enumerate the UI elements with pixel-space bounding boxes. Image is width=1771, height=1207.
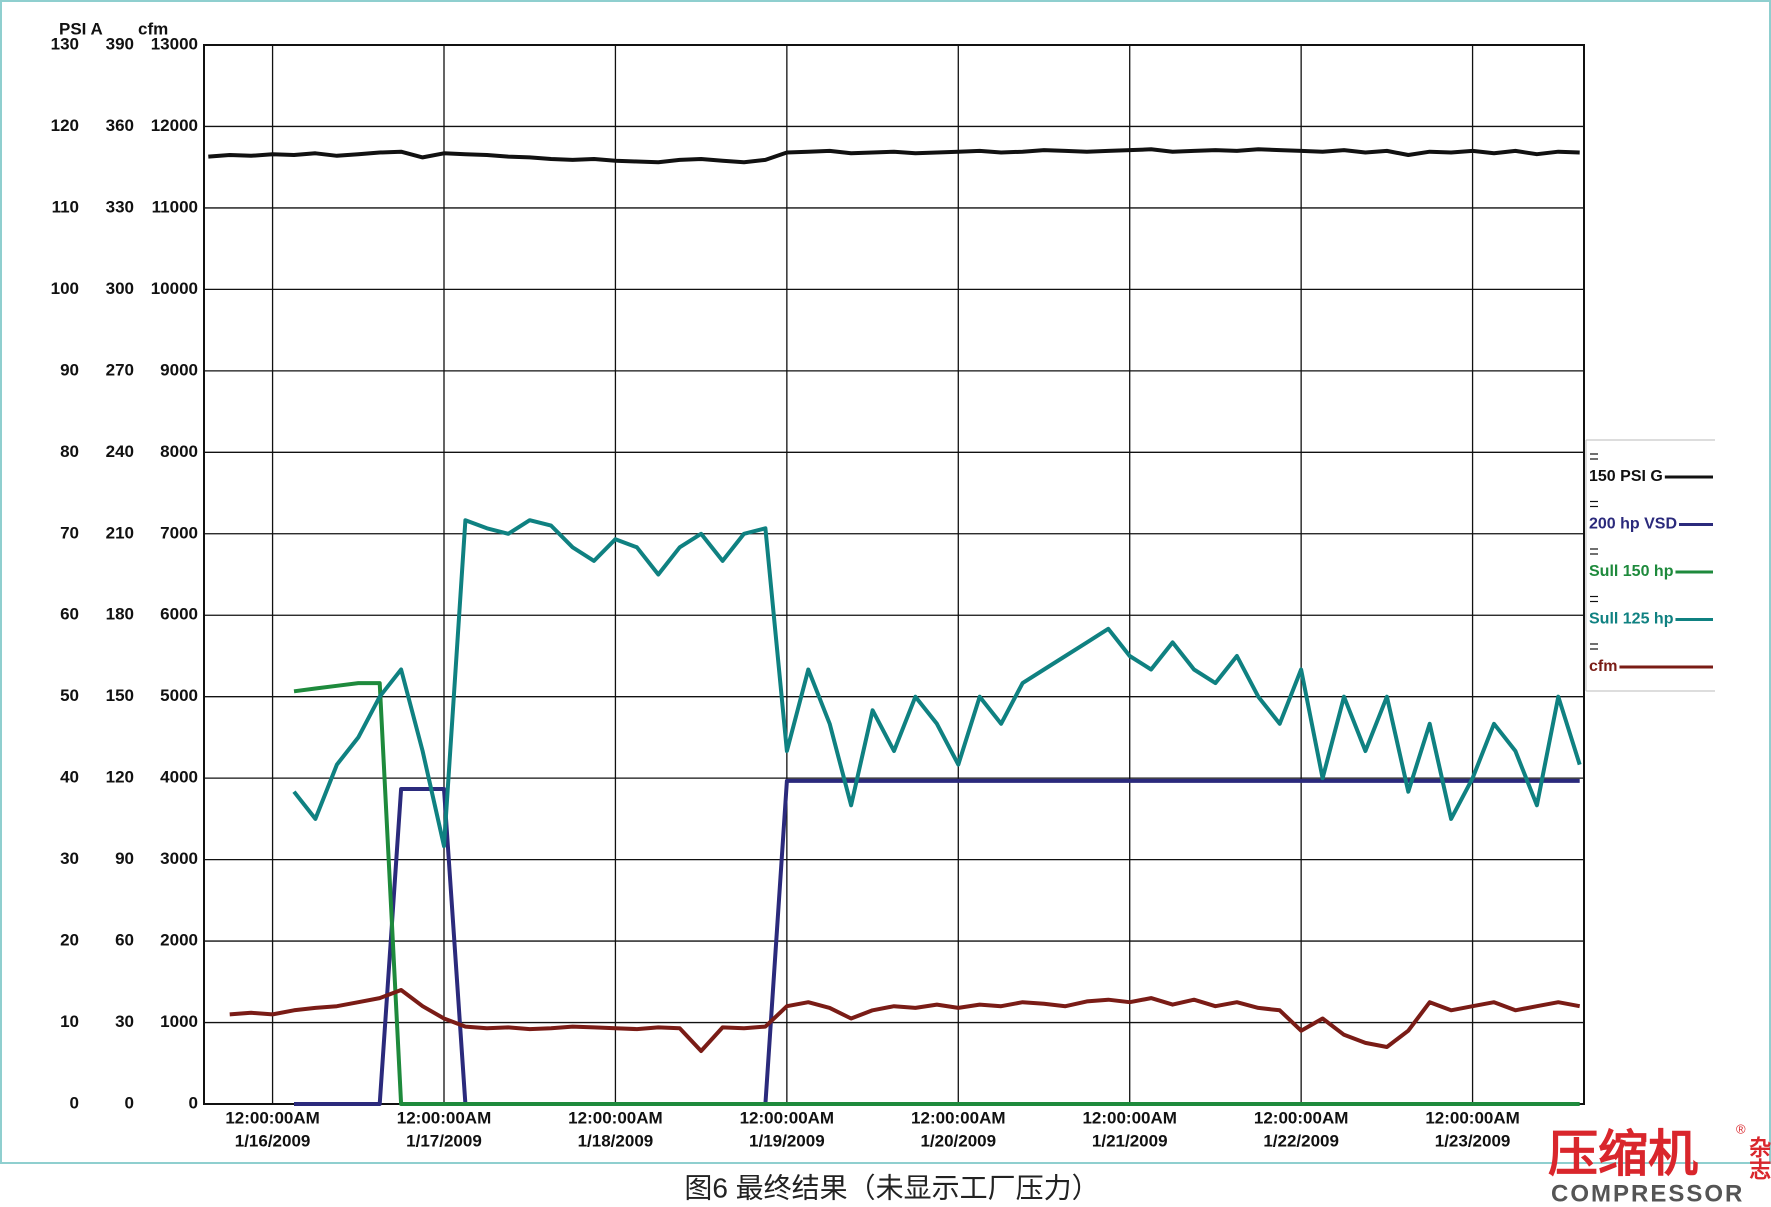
y-tick-label: 30 [115,1012,134,1031]
x-tick-label: 12:00:00AM [911,1108,1006,1127]
y-tick-label: 4000 [160,768,198,787]
y-tick-label: 12000 [151,116,198,135]
x-tick-label: 1/18/2009 [578,1131,654,1150]
series-line [293,681,1580,1106]
legend-label: Sull 150 hp [1589,563,1674,580]
y-tick-label: 11000 [152,197,198,216]
x-tick-label: 12:00:00AM [568,1108,663,1127]
x-tick-label: 12:00:00AM [740,1108,835,1127]
legend-label: 200 hp VSD [1589,516,1677,533]
x-tick-label: 1/20/2009 [920,1131,996,1150]
y-tick-label: 270 [106,360,134,379]
y-tick-label: 6000 [160,605,198,624]
x-tick-label: 12:00:00AM [397,1108,492,1127]
logo-sub: COMPRESSOR [1551,1180,1744,1207]
y-tick-label: 60 [115,931,134,950]
y-tick-label: 0 [125,1093,134,1112]
logo-mark: ® [1736,1121,1746,1136]
x-tick-label: 12:00:00AM [1254,1108,1349,1127]
caption: 图6 最终结果（未显示工厂压力） [684,1172,1099,1203]
y-tick-label: 110 [52,197,79,216]
y-tick-label: 20 [60,931,79,950]
x-tick-label: 12:00:00AM [1082,1108,1177,1127]
series-line [292,518,1582,848]
legend-label: Sull 125 hp [1589,611,1674,628]
series-line [208,147,1580,165]
y-tick-label: 180 [106,605,134,624]
y-tick-label: 13000 [151,34,198,53]
y-tick-label: 2000 [160,931,198,950]
y-tick-label: 0 [70,1093,79,1112]
y-tick-label: 330 [106,197,134,216]
y-tick-label: 240 [106,442,134,461]
x-tick-label: 12:00:00AM [1425,1108,1520,1127]
x-tick-label: 1/19/2009 [749,1131,825,1150]
series-line [229,988,1581,1053]
y-tick-label: 9000 [160,360,198,379]
plot-area: PSI A 0 10 20 30 40 50 60 70 80 90 100 110 120 130 0 30 6… [51,19,1715,1150]
x-tick-label: 1/17/2009 [406,1131,482,1150]
y-tick-label: 1000 [160,1012,198,1031]
y-tick-label: 90 [60,360,79,379]
y-tick-label: 300 [106,279,134,298]
y-tick-label: 120 [51,116,79,135]
y-tick-label: 210 [106,523,134,542]
y-tick-label: 90 [115,849,134,868]
y-tick-label: 40 [60,768,79,787]
y-tick-label: 60 [60,605,79,624]
y-tick-label: 10 [60,1012,79,1031]
legend: 150 PSI G 200 hp VSD Sull 150 hp Sull 125 h… [1585,439,1715,692]
y-tick-label: 360 [106,116,134,135]
logo-name: 压缩机 [1548,1126,1698,1182]
y-tick-label: 130 [51,34,79,53]
y-tick-label: 100 [51,279,79,298]
x-tick-label: 1/21/2009 [1092,1131,1168,1150]
x-tick-label: 1/23/2009 [1435,1131,1511,1150]
y-tick-label: 10000 [151,279,198,298]
series-line [294,778,1580,1106]
legend-label: cfm [1589,658,1617,675]
y-tick-label: 30 [60,849,79,868]
y-tick-label: 150 [106,686,134,705]
y-tick-label: 50 [60,686,79,705]
y-tick-label: 70 [60,523,79,542]
y-tick-label: 390 [106,34,134,53]
y-tick-label: 8000 [160,442,198,461]
y-tick-label: 7000 [160,523,198,542]
legend-label: 150 PSI G [1589,468,1663,485]
x-tick-label: 1/16/2009 [235,1131,311,1150]
logo-side: 杂志 [1746,1136,1771,1180]
axis-title: cfm [138,19,168,38]
axis-title: PSI A [59,19,103,38]
y-tick-label: 0 [189,1093,198,1112]
frame [0,0,1771,1164]
y-tick-label: 120 [106,768,134,787]
y-tick-label: 3000 [160,849,198,868]
y-tick-label: 80 [60,442,79,461]
plot-border [203,44,1585,1105]
y-tick-label: 5000 [160,686,198,705]
x-tick-label: 12:00:00AM [225,1108,320,1127]
x-tick-label: 1/22/2009 [1263,1131,1339,1150]
